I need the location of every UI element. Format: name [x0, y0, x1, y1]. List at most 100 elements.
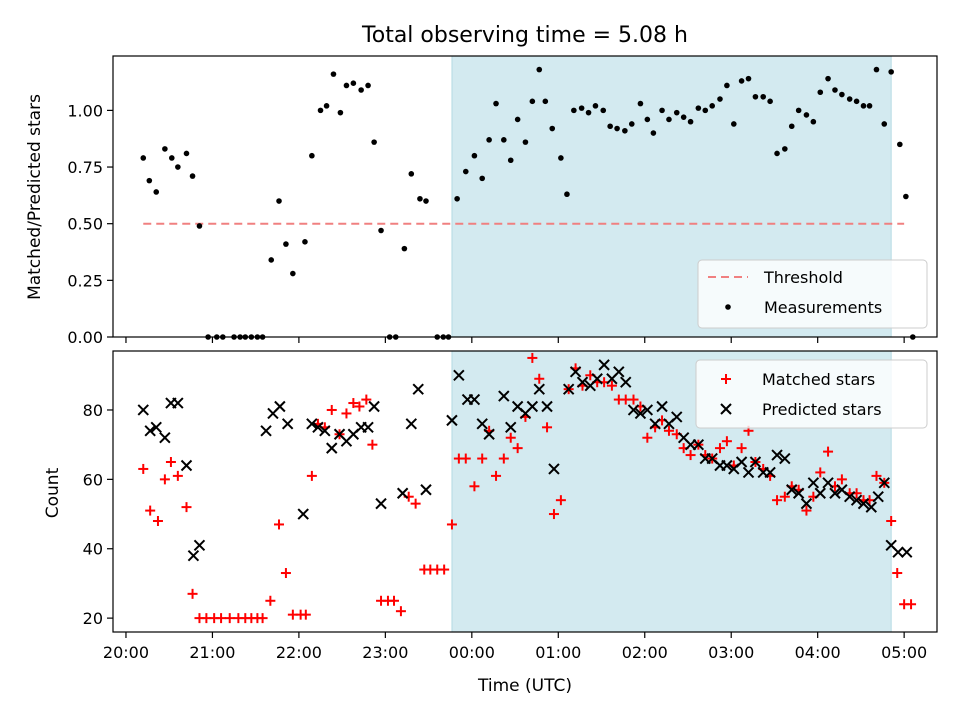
- top-axes-frame: [112, 55, 938, 338]
- matched-point: [361, 394, 372, 405]
- measurement-point: [628, 121, 635, 127]
- bottom-panel: 20:00 21:00 22:00 23:00 00:00 01:00 02:00 03:00…: [83, 350, 938, 662]
- measurement-point: [423, 198, 429, 204]
- predicted-point-b: [326, 442, 338, 454]
- matched-point: [906, 599, 917, 610]
- predicted-point-b: [193, 539, 206, 551]
- predicted-point: [396, 487, 409, 499]
- predicted-point-b: [901, 546, 913, 558]
- predicted-point: [721, 459, 733, 472]
- predicted-point: [541, 400, 553, 413]
- predicted-point-b: [396, 487, 409, 499]
- matched-point: [779, 491, 790, 502]
- matched-point: [477, 453, 488, 464]
- predicted-point-b: [779, 452, 791, 465]
- predicted-point-b: [721, 459, 733, 472]
- predicted-point: [297, 508, 309, 520]
- measurement-point: [585, 109, 592, 116]
- predicted-point: [749, 456, 762, 468]
- measurement-point: [846, 96, 853, 102]
- predicted-point-b: [260, 425, 272, 437]
- predicted-point-b: [483, 428, 495, 440]
- measurement-point: [731, 121, 737, 127]
- measurement-point: [600, 107, 607, 114]
- matched-point: [772, 495, 783, 506]
- predicted-point-b: [333, 428, 346, 440]
- bottom-y-axis-label: Count: [43, 467, 63, 518]
- matched-point: [871, 470, 882, 481]
- measurement-point: [175, 164, 181, 170]
- measurement-point: [795, 107, 802, 114]
- predicted-point-b: [548, 463, 560, 475]
- measurement-point: [564, 191, 570, 198]
- measurement-point: [673, 109, 680, 116]
- predicted-point-b: [656, 400, 668, 413]
- measurement-point: [317, 107, 324, 114]
- predicted-point: [274, 400, 286, 413]
- measurement-point: [454, 195, 460, 202]
- measurement-point: [350, 80, 357, 86]
- measurement-point: [817, 89, 824, 96]
- measurement-point: [408, 171, 415, 177]
- matched-point: [555, 495, 566, 506]
- measurement-point: [514, 116, 521, 123]
- predicted-point: [362, 421, 374, 434]
- measurement-point: [323, 103, 330, 109]
- measurement-point: [183, 150, 190, 157]
- bottom-y-tick-label: 80: [83, 401, 103, 420]
- measurement-point: [529, 98, 536, 105]
- predicted-point: [144, 425, 156, 437]
- predicted-point: [843, 490, 856, 503]
- measurement-point: [462, 168, 469, 175]
- matched-point: [721, 436, 732, 447]
- measurement-point: [302, 239, 308, 245]
- measurement-point: [536, 66, 543, 73]
- matched-point: [542, 422, 553, 433]
- predicted-point-b: [576, 376, 589, 388]
- measurement-point: [832, 87, 838, 93]
- predicted-point-b: [872, 490, 884, 503]
- measurement-point: [592, 103, 599, 109]
- predicted-point-b: [786, 484, 798, 496]
- predicted-point: [857, 497, 870, 510]
- predicted-point-b: [671, 411, 683, 423]
- top-legend: Threshold Measurements: [697, 259, 928, 329]
- predicted-point-b: [850, 494, 863, 506]
- matched-point: [181, 502, 192, 513]
- predicted-point-b: [735, 456, 748, 468]
- predicted-point-b: [742, 466, 755, 479]
- predicted-point-b: [598, 359, 610, 371]
- predicted-point-b: [843, 490, 856, 503]
- predicted-point: [620, 376, 632, 388]
- predicted-point-b: [476, 418, 488, 430]
- matched-point: [606, 380, 617, 391]
- x-tick-label: 05:00: [881, 643, 927, 662]
- predicted-point: [792, 487, 805, 499]
- measurement-point: [417, 195, 423, 202]
- measurement-point: [578, 105, 585, 111]
- predicted-point-b: [405, 418, 418, 430]
- x-tick-label: 23:00: [362, 643, 408, 662]
- predicted-point: [368, 400, 380, 413]
- predicted-point-b: [319, 425, 331, 437]
- measurement-point: [479, 175, 486, 182]
- matched-point: [823, 446, 834, 457]
- predicted-point: [829, 487, 841, 499]
- predicted-point-b: [137, 404, 149, 416]
- predicted-point: [807, 477, 820, 489]
- predicted-point-b: [533, 383, 545, 395]
- matched-point: [498, 453, 509, 464]
- predicted-point: [526, 400, 539, 413]
- top-panel: 0.00 0.25 0.50 0.75 1.00 Threshold Measurement…: [67, 55, 938, 347]
- predicted-point-b: [807, 477, 820, 489]
- predicted-point: [569, 366, 582, 378]
- matched-point: [714, 443, 725, 454]
- measurement-point: [486, 137, 492, 143]
- top-y-tick-label: 1.00: [67, 101, 103, 120]
- matched-point: [395, 606, 406, 617]
- matched-point: [165, 457, 176, 468]
- measurement-point: [501, 137, 507, 143]
- predicted-point: [476, 418, 488, 430]
